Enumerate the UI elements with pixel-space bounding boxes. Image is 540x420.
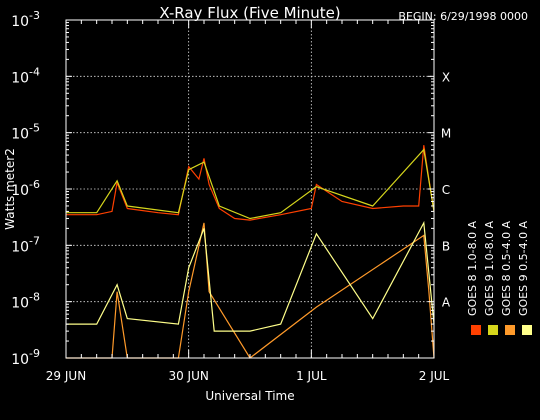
series-line [66, 145, 435, 221]
y-tick-label: 10-6 [11, 178, 40, 199]
x-axis-ticks: 29 JUN 30 JUN 1 JUL 2 JUL [46, 20, 450, 383]
y-tick-base: 10 [11, 239, 29, 255]
y-tick-exponent: -4 [29, 65, 40, 78]
flare-class-label: C [442, 183, 450, 197]
legend-swatch [505, 325, 515, 335]
y-tick-label: 10-9 [11, 347, 40, 368]
legend-label: GOES 9 0.5-4.0 A [517, 220, 530, 316]
x-tick-label: 29 JUN [46, 369, 86, 383]
chart-series-lines [66, 145, 435, 359]
legend-label: GOES 8 1.0-8.0 A [466, 220, 479, 316]
y-tick-label: 10-8 [11, 291, 40, 312]
x-axis-label: Universal Time [205, 389, 294, 403]
x-tick-label: 30 JUN [168, 369, 208, 383]
y-tick-exponent: -3 [29, 9, 40, 22]
flare-class-labels: A B C M X [441, 70, 451, 309]
series-line [66, 148, 435, 220]
y-tick-exponent: -8 [29, 291, 40, 304]
legend-swatch [488, 325, 498, 335]
y-tick-exponent: -7 [29, 234, 40, 247]
y-tick-label: 10-5 [11, 122, 40, 143]
legend-label: GOES 9 1.0-8.0 A [483, 220, 496, 316]
legend-label: GOES 8 0.5-4.0 A [500, 220, 513, 316]
x-tick-label: 2 JUL [419, 369, 450, 383]
series-line [66, 220, 435, 332]
y-axis-ticks: 10-910-810-710-610-510-410-3 [11, 9, 434, 368]
y-tick-exponent: -9 [29, 347, 40, 360]
y-tick-exponent: -6 [29, 178, 40, 191]
y-tick-label: 10-4 [11, 65, 40, 86]
chart-grid [66, 20, 434, 358]
y-tick-base: 10 [11, 352, 29, 368]
y-axis-label: Watts meter2 [3, 148, 17, 230]
legend-swatch [471, 325, 481, 335]
legend-swatch [522, 325, 532, 335]
flare-class-label: A [442, 296, 451, 310]
flare-class-label: M [441, 127, 451, 141]
x-tick-label: 1 JUL [296, 369, 327, 383]
y-tick-base: 10 [11, 127, 29, 143]
y-tick-exponent: -5 [29, 122, 40, 135]
y-tick-label: 10-7 [11, 234, 40, 255]
y-tick-base: 10 [11, 183, 29, 199]
y-tick-base: 10 [11, 296, 29, 312]
y-tick-base: 10 [11, 70, 29, 86]
series-line [66, 222, 435, 359]
flare-class-label: X [442, 70, 450, 84]
legend: GOES 8 1.0-8.0 A GOES 9 1.0-8.0 A GOES 8 0… [466, 220, 532, 335]
chart-title: X-Ray Flux (Five Minute) [159, 4, 340, 22]
y-tick-base: 10 [11, 14, 29, 30]
begin-label: BEGIN: 6/29/1998 0000 [398, 10, 528, 23]
flare-class-label: B [442, 239, 450, 253]
y-tick-label: 10-3 [11, 9, 40, 30]
